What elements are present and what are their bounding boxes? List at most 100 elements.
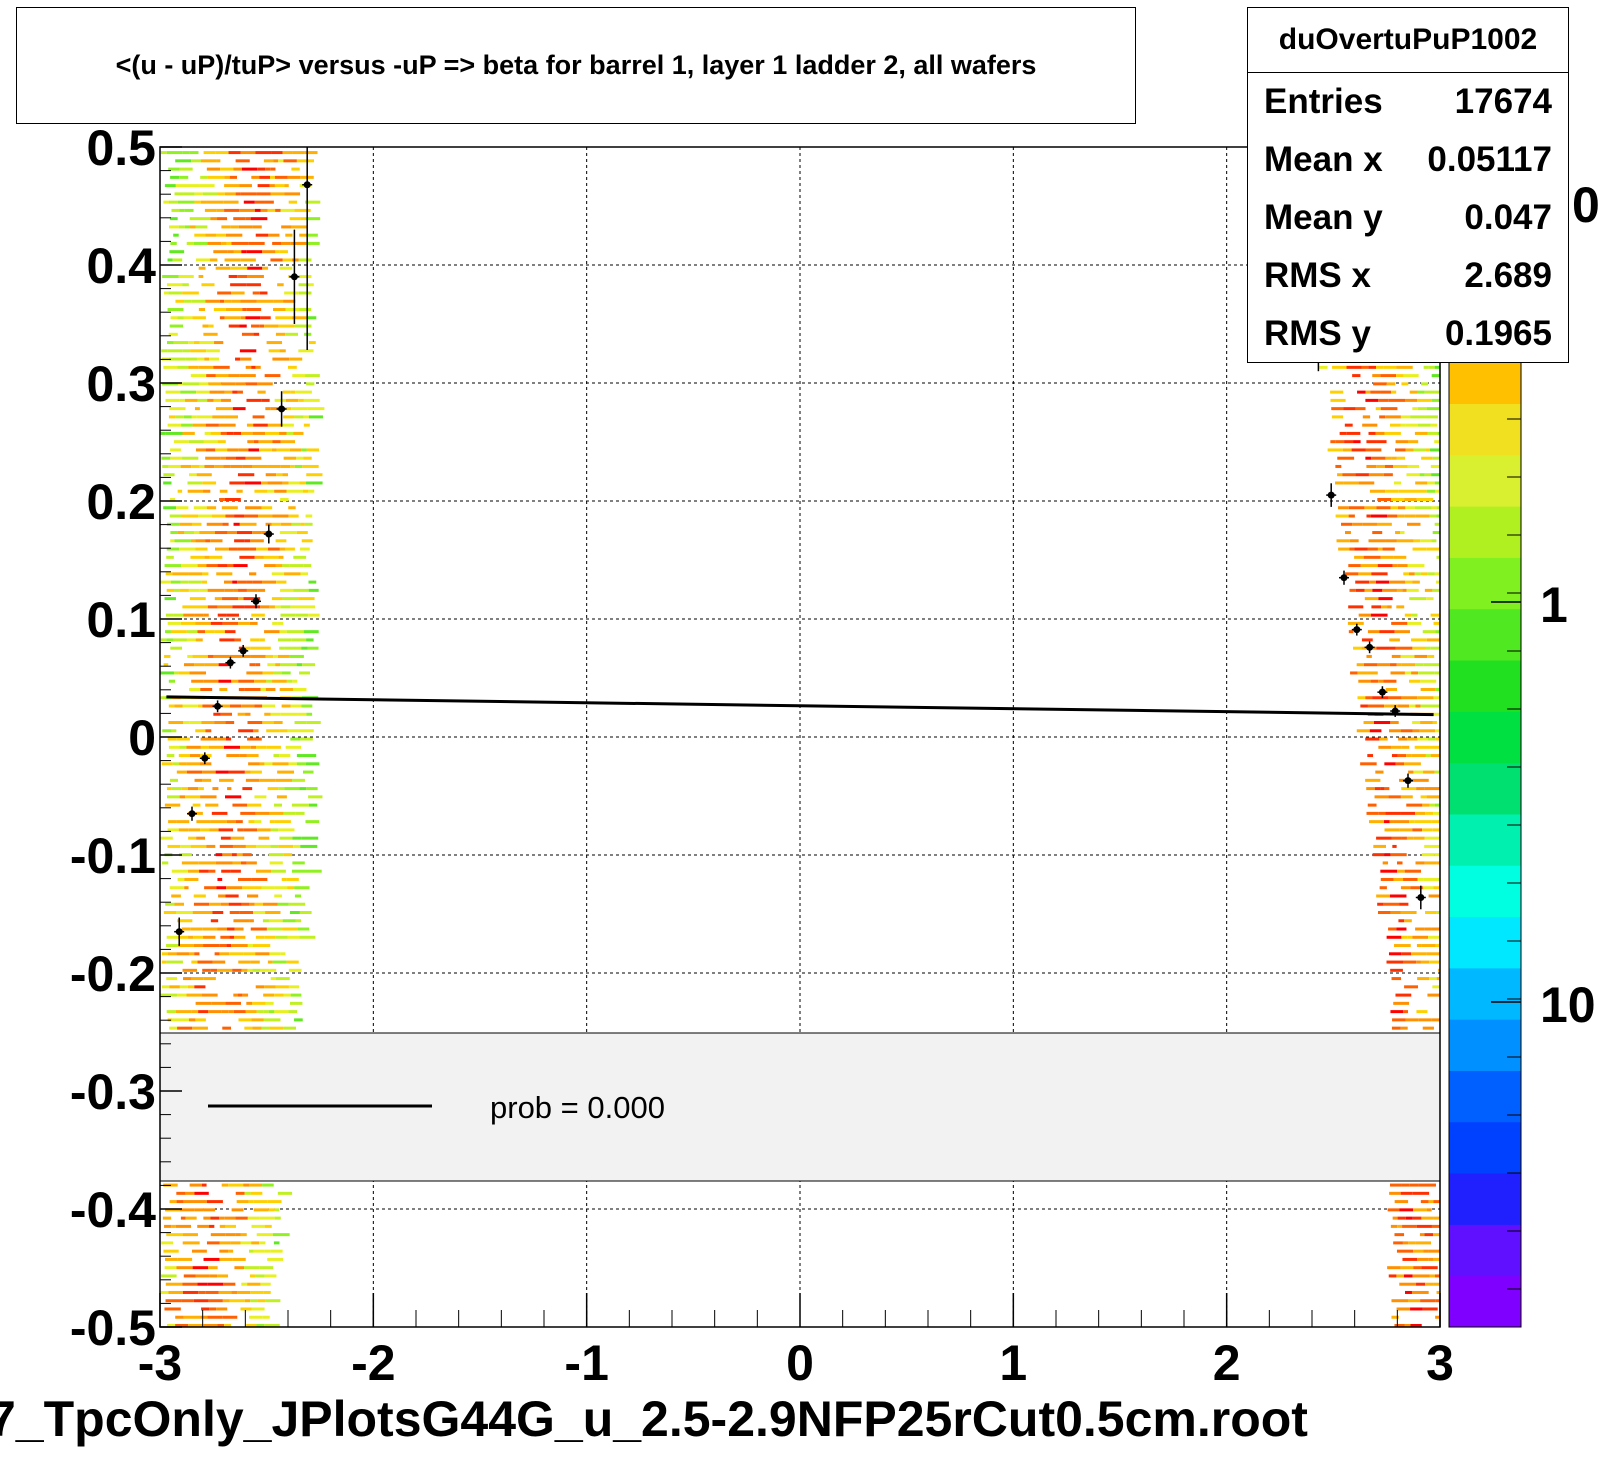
- heatmap-cell: [208, 1010, 222, 1014]
- heatmap-cell: [253, 332, 260, 336]
- heatmap-cell: [1378, 811, 1386, 815]
- heatmap-cell: [245, 712, 251, 716]
- heatmap-cell: [183, 415, 192, 419]
- heatmap-cell: [1388, 927, 1397, 931]
- heatmap-cell: [1427, 431, 1438, 435]
- heatmap-cell: [1433, 1233, 1440, 1237]
- heatmap-cell: [278, 555, 284, 559]
- heatmap-cell: [224, 1216, 236, 1220]
- heatmap-cell: [1425, 911, 1437, 914]
- heatmap-cell: [291, 803, 309, 807]
- heatmap-cell: [163, 911, 177, 914]
- heatmap-cell: [1399, 1208, 1414, 1212]
- heatmap-cell: [278, 324, 295, 328]
- heatmap-cell: [296, 762, 306, 766]
- heatmap-cell: [238, 597, 244, 601]
- heatmap-cell: [230, 1241, 241, 1245]
- heatmap-cell: [168, 167, 180, 171]
- heatmap-cell: [1337, 473, 1343, 477]
- heatmap-cell: [261, 398, 270, 402]
- heatmap-cell: [1396, 927, 1407, 931]
- heatmap-cell: [196, 258, 210, 262]
- heatmap-cell: [243, 828, 258, 832]
- heatmap-cell: [1421, 1216, 1434, 1220]
- heatmap-cell: [1430, 423, 1438, 427]
- heatmap-cell: [1391, 754, 1398, 758]
- heatmap-cell: [1365, 398, 1379, 402]
- heatmap-cell: [193, 935, 204, 939]
- heatmap-cell: [291, 638, 307, 642]
- heatmap-cell: [1404, 671, 1412, 675]
- heatmap-cell: [1414, 745, 1430, 749]
- heatmap-cell: [203, 679, 219, 683]
- x-tick-label: -2: [351, 1335, 395, 1391]
- heatmap-cell: [1427, 654, 1435, 658]
- heatmap-cell: [291, 522, 301, 526]
- heatmap-cell: [249, 621, 258, 625]
- heatmap-cell: [195, 547, 208, 551]
- heatmap-cell: [1410, 886, 1423, 890]
- heatmap-cell: [202, 911, 213, 914]
- heatmap-cell: [213, 308, 226, 312]
- heatmap-cell: [163, 291, 169, 295]
- heatmap-cell: [263, 902, 278, 906]
- heatmap-cell: [1431, 927, 1440, 931]
- heatmap-cell: [207, 241, 222, 245]
- heatmap-cell: [1376, 580, 1390, 584]
- heatmap-cell: [247, 440, 254, 444]
- heatmap-cell: [273, 159, 279, 163]
- stats-value: 2.689: [1464, 256, 1552, 295]
- heatmap-cell: [161, 1274, 177, 1278]
- heatmap-cell: [1420, 704, 1436, 708]
- heatmap-cell: [254, 555, 264, 559]
- heatmap-cell: [1366, 787, 1375, 791]
- heatmap-cell: [1365, 696, 1373, 700]
- heatmap-cell: [227, 927, 235, 931]
- heatmap-cell: [274, 1010, 289, 1014]
- heatmap-cell: [161, 456, 171, 460]
- colorbar-segment: [1449, 865, 1521, 918]
- heatmap-cell: [289, 654, 304, 658]
- heatmap-cell: [1401, 935, 1408, 939]
- heatmap-cell: [1394, 1233, 1405, 1237]
- heatmap-cell: [1372, 531, 1383, 535]
- heatmap-cell: [245, 382, 257, 386]
- heatmap-cell: [222, 621, 239, 625]
- heatmap-cell: [191, 977, 204, 981]
- heatmap-cell: [191, 415, 197, 419]
- heatmap-cell: [275, 935, 288, 939]
- heatmap-cell: [269, 1026, 284, 1030]
- heatmap-cell: [1412, 547, 1427, 551]
- heatmap-cell: [213, 712, 221, 716]
- heatmap-cell: [287, 935, 300, 939]
- heatmap-cell: [272, 679, 287, 683]
- heatmap-cell: [217, 291, 232, 295]
- heatmap-cell: [1397, 1224, 1403, 1228]
- heatmap-cell: [231, 291, 245, 295]
- heatmap-cell: [259, 324, 265, 328]
- profile-point: [1340, 574, 1348, 582]
- heatmap-cell: [165, 630, 171, 634]
- heatmap-cell: [1364, 588, 1373, 592]
- heatmap-cell: [282, 564, 290, 568]
- heatmap-cell: [1377, 547, 1383, 551]
- fit-legend: prob = 0.000: [159, 1032, 1441, 1182]
- heatmap-cell: [1404, 828, 1413, 832]
- heatmap-cell: [191, 1010, 199, 1014]
- heatmap-cell: [232, 1257, 246, 1261]
- heatmap-cell: [206, 1241, 220, 1245]
- heatmap-cell: [1385, 415, 1401, 419]
- heatmap-cell: [246, 580, 253, 584]
- heatmap-cell: [1367, 754, 1374, 758]
- heatmap-cell: [279, 646, 285, 650]
- heatmap-cell: [270, 167, 276, 171]
- heatmap-cell: [195, 539, 206, 543]
- heatmap-cell: [202, 778, 212, 782]
- heatmap-cell: [203, 1208, 216, 1212]
- heatmap-cell: [1405, 448, 1414, 452]
- heatmap-cell: [171, 1224, 176, 1228]
- heatmap-cell: [178, 754, 191, 758]
- heatmap-cell: [167, 621, 181, 625]
- heatmap-cell: [308, 489, 315, 493]
- heatmap-cell: [239, 208, 255, 212]
